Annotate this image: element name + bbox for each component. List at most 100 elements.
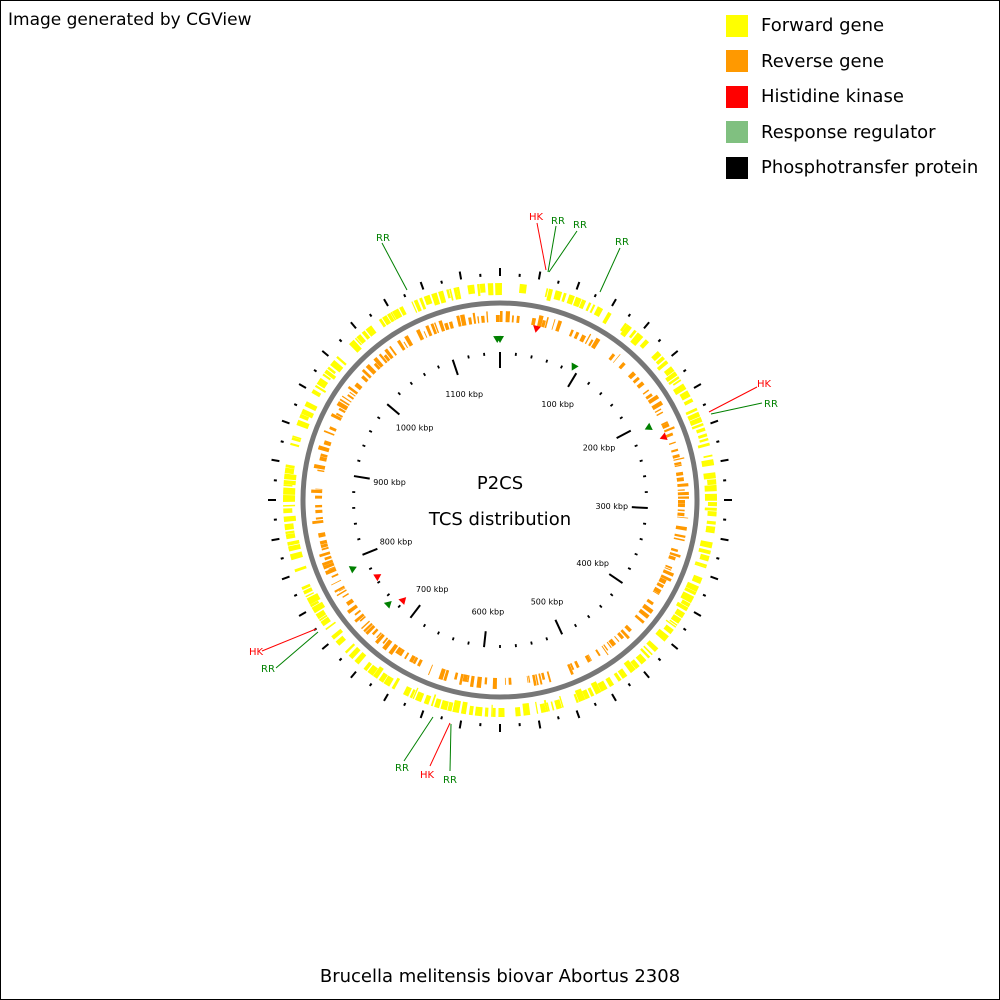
scale-tick-label: 1100 kbp	[445, 390, 483, 399]
gene-block	[674, 533, 686, 538]
histidine-kinase-marker	[659, 432, 668, 440]
gene-block	[412, 687, 419, 700]
outer-tick	[403, 293, 407, 298]
gene-block	[608, 638, 617, 647]
scale-tick	[376, 580, 381, 584]
gene-block	[674, 461, 682, 466]
gene-block	[303, 587, 313, 595]
outer-tick	[716, 557, 720, 560]
gene-block	[409, 655, 416, 663]
gene-block	[378, 318, 387, 328]
gene-block	[283, 508, 293, 514]
scale-tick-label: 700 kbp	[416, 585, 449, 594]
gene-block	[685, 581, 699, 592]
gene-block	[390, 311, 397, 321]
gene-block	[344, 643, 356, 654]
scale-tick	[639, 459, 643, 463]
gene-block	[668, 555, 676, 561]
rr-label: RR	[573, 220, 587, 231]
gene-block	[318, 532, 326, 538]
gene-block	[665, 432, 674, 438]
scale-tick	[483, 631, 487, 648]
outer-tick	[293, 403, 298, 407]
gene-block	[672, 454, 680, 459]
gene-block	[623, 660, 636, 674]
gene-block	[569, 663, 575, 671]
gene-block	[498, 708, 505, 718]
outer-tick	[611, 298, 617, 307]
outer-tick	[693, 611, 702, 617]
callout-line	[536, 222, 547, 271]
outer-tick	[440, 280, 443, 284]
outer-tick	[670, 643, 679, 650]
gene-block	[531, 317, 537, 326]
legend-label: Forward gene	[761, 15, 885, 37]
gene-block	[474, 706, 483, 717]
gene-block	[434, 698, 442, 709]
gene-block	[339, 398, 350, 406]
outer-tick	[682, 368, 687, 373]
legend-label: Reverse gene	[761, 50, 885, 72]
gene-block	[643, 645, 653, 656]
gene-block	[460, 701, 468, 715]
gene-block	[678, 496, 690, 499]
gene-block	[500, 310, 503, 322]
gene-block	[347, 394, 355, 400]
gene-block	[313, 464, 326, 470]
gene-block	[469, 675, 475, 688]
gene-block	[653, 586, 662, 594]
scale-tick	[353, 475, 370, 480]
gene-block	[665, 564, 673, 569]
gene-block	[365, 624, 376, 635]
gene-block	[288, 544, 301, 552]
gene-block	[578, 299, 587, 310]
gene-block	[398, 648, 405, 657]
scale-tick	[357, 537, 361, 541]
gene-block	[704, 484, 717, 492]
legend-swatch	[726, 156, 748, 179]
response-regulator-marker	[644, 422, 653, 430]
gene-block	[341, 395, 352, 403]
gene-block	[676, 477, 684, 482]
gene-block	[460, 314, 467, 326]
gene-block	[707, 502, 717, 507]
gene-block	[330, 413, 342, 421]
gene-block	[646, 598, 654, 606]
gene-block	[541, 320, 546, 328]
gene-block	[679, 390, 691, 401]
gene-block	[477, 284, 481, 297]
scale-tick	[530, 355, 533, 359]
outer-tick	[557, 716, 560, 720]
gene-block	[395, 646, 403, 655]
gene-block	[630, 332, 644, 346]
gene-block	[371, 628, 379, 636]
scale-tick	[376, 416, 381, 420]
legend-item-phosphotransfer-protein: Phosphotransfer protein	[726, 150, 978, 186]
scale-tick	[616, 429, 632, 440]
gene-block	[315, 609, 327, 620]
gene-block	[349, 339, 362, 353]
gene-block	[363, 622, 373, 633]
gene-block	[652, 590, 660, 595]
gene-block	[336, 401, 349, 411]
scale-tick-label: 1000 kbp	[396, 424, 434, 433]
gene-block	[691, 423, 704, 430]
gene-block	[454, 672, 459, 680]
gene-block	[642, 389, 650, 395]
gene-block	[696, 427, 706, 434]
gene-block	[319, 551, 331, 558]
scale-tick	[567, 372, 578, 388]
gene-block	[634, 614, 645, 624]
scale-tick	[397, 604, 401, 609]
center-title: P2CS	[477, 473, 523, 494]
gene-block	[606, 641, 612, 649]
outer-tick	[682, 627, 687, 632]
histidine-kinase-marker	[398, 597, 407, 605]
scale-tick	[587, 381, 591, 386]
gene-block	[391, 677, 401, 690]
gene-block	[416, 329, 425, 341]
gene-block	[383, 675, 394, 687]
legend-swatch	[726, 14, 748, 37]
scale-tick	[409, 381, 413, 386]
legend-swatch	[726, 121, 748, 144]
